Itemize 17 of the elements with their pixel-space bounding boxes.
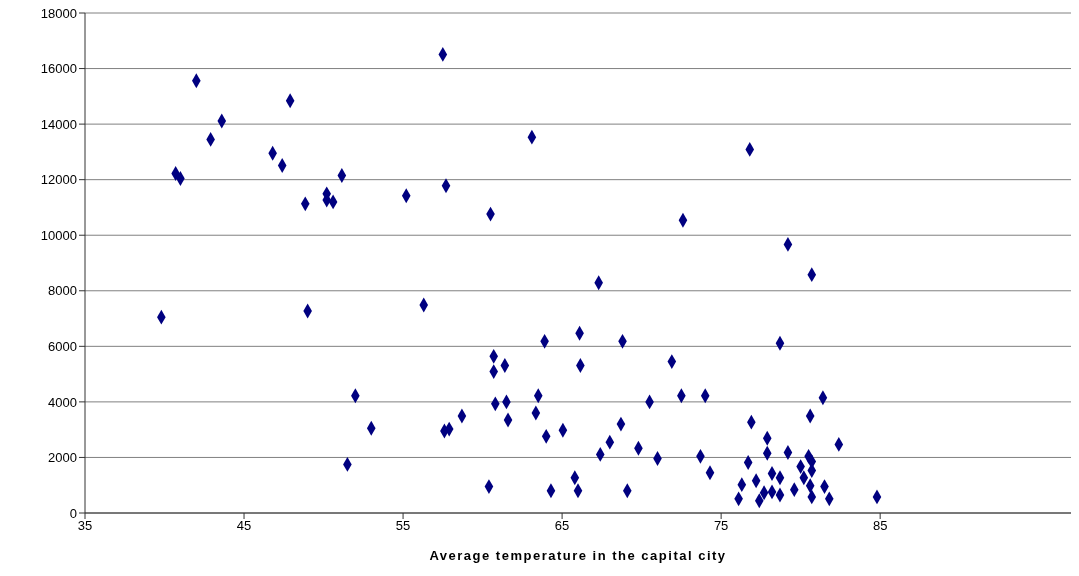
x-axis-title: Average temperature in the capital city <box>429 548 727 563</box>
x-tick-label: 55 <box>395 518 411 534</box>
y-tick-label: 10000 <box>40 227 77 243</box>
x-tick-label: 45 <box>236 518 252 534</box>
x-tick-label: 85 <box>872 518 888 534</box>
y-tick-label: 16000 <box>40 61 77 77</box>
y-tick-label: 0 <box>69 505 77 521</box>
y-tick-label: 6000 <box>48 338 77 354</box>
x-tick-label: 65 <box>554 518 570 534</box>
x-tick-label: 35 <box>77 518 93 534</box>
y-tick-label: 18000 <box>40 5 77 21</box>
y-tick-label: 4000 <box>48 394 77 410</box>
y-tick-label: 8000 <box>48 283 77 299</box>
y-tick-label: 12000 <box>40 172 77 188</box>
y-tick-label: 2000 <box>48 450 77 466</box>
x-tick-label: 75 <box>713 518 729 534</box>
y-tick-label: 14000 <box>40 116 77 132</box>
